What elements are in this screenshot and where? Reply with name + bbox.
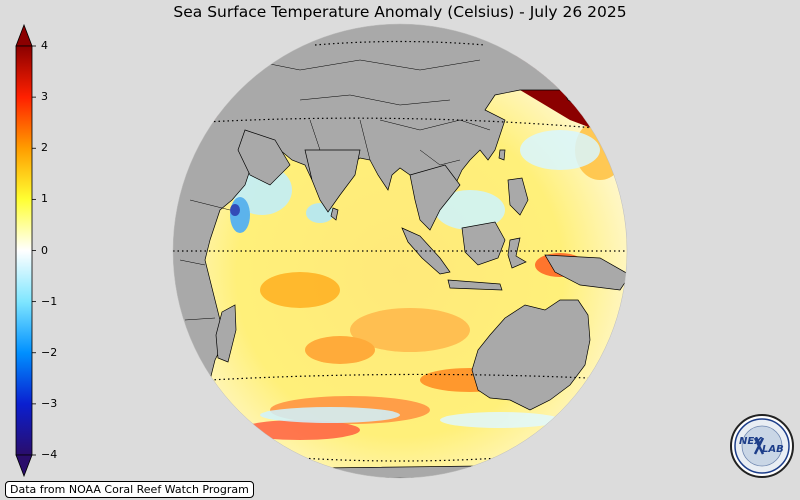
land-madagascar	[215, 304, 237, 363]
anomaly-cool-patches	[230, 130, 600, 428]
land-indochina	[409, 164, 461, 231]
colorbar-tick-label: −4	[41, 448, 58, 461]
colorbar-tick-label: 4	[41, 39, 48, 52]
colorbar-tick-label: 0	[41, 243, 48, 257]
colorbar-tick-label: 1	[41, 192, 48, 206]
colorbar-ticks	[32, 45, 36, 456]
latitude-30n	[204, 117, 596, 129]
land-philippines	[507, 177, 529, 216]
land-new-guinea	[544, 254, 627, 291]
land-java	[447, 279, 503, 291]
data-credit: Data from NOAA Coral Reef Watch Program	[5, 481, 254, 498]
latitude-30s	[209, 373, 589, 381]
land-arabia	[237, 129, 291, 186]
land-sulawesi	[507, 237, 527, 269]
land-india	[304, 149, 361, 213]
colorbar-tick-label: 2	[41, 141, 48, 155]
logo-text-right: LAB	[762, 444, 784, 455]
colorbar-tick-label: 3	[41, 90, 48, 104]
colorbar-tick-label: −1	[41, 294, 58, 308]
land-antarctica	[319, 465, 481, 478]
land-borneo	[461, 221, 506, 266]
colorbar-tick-label: −3	[41, 396, 58, 410]
colorbar-bottom-extend	[15, 454, 33, 478]
latitude-60s	[299, 457, 501, 462]
land-sri-lanka	[330, 207, 339, 221]
globe-outline	[172, 23, 628, 479]
colorbar-tick-label: −2	[41, 345, 58, 359]
land-australia	[471, 299, 591, 411]
graticule	[173, 40, 627, 462]
colorbar	[15, 23, 36, 478]
logo-text-left: NEX	[739, 436, 763, 447]
country-borders	[179, 59, 491, 321]
latitude-60n	[314, 40, 486, 46]
nexlab-logo-icon: NEX LAB	[730, 414, 794, 478]
map-title: Sea Surface Temperature Anomaly (Celsius…	[173, 3, 627, 21]
